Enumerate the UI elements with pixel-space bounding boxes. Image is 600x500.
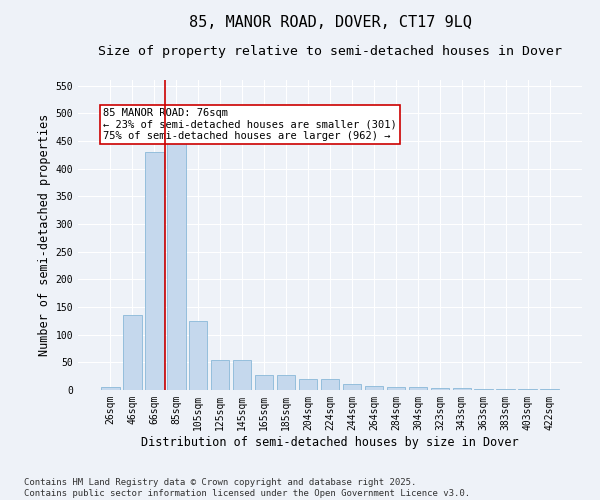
Bar [167, 141, 185, 390]
Bar [386, 387, 405, 390]
Bar [343, 384, 361, 390]
Text: Contains HM Land Registry data © Crown copyright and database right 2025.
Contai: Contains HM Land Registry data © Crown c… [24, 478, 470, 498]
Bar [277, 374, 295, 390]
Bar [145, 152, 164, 390]
Text: 85, MANOR ROAD, DOVER, CT17 9LQ: 85, MANOR ROAD, DOVER, CT17 9LQ [188, 15, 472, 30]
Bar [409, 387, 427, 390]
Bar [189, 321, 208, 390]
Text: Size of property relative to semi-detached houses in Dover: Size of property relative to semi-detach… [98, 45, 562, 58]
Y-axis label: Number of semi-detached properties: Number of semi-detached properties [38, 114, 52, 356]
Bar [431, 388, 449, 390]
Bar [452, 388, 471, 390]
Bar [211, 360, 229, 390]
X-axis label: Distribution of semi-detached houses by size in Dover: Distribution of semi-detached houses by … [141, 436, 519, 448]
Bar [123, 316, 142, 390]
Bar [233, 360, 251, 390]
Bar [320, 379, 340, 390]
Text: 85 MANOR ROAD: 76sqm
← 23% of semi-detached houses are smaller (301)
75% of semi: 85 MANOR ROAD: 76sqm ← 23% of semi-detac… [103, 108, 397, 141]
Bar [365, 386, 383, 390]
Bar [299, 379, 317, 390]
Bar [255, 374, 274, 390]
Bar [475, 389, 493, 390]
Bar [101, 387, 119, 390]
